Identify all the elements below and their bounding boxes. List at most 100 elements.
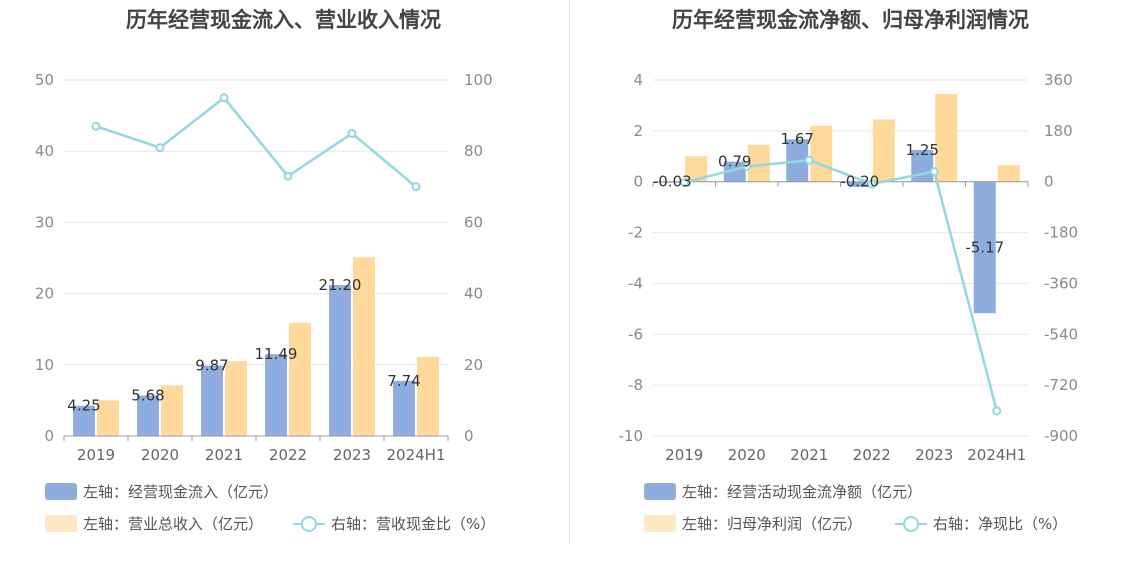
left-line-point xyxy=(283,171,293,181)
left-data-label: 4.25 xyxy=(67,397,100,415)
right-data-label: -5.17 xyxy=(965,238,1004,256)
left-left-tick-label: 50 xyxy=(35,71,54,89)
left-legend-bar1[interactable]: 左轴：经营现金流入（亿元） xyxy=(45,481,278,502)
left-line-point xyxy=(411,182,421,192)
left-bar-secondary xyxy=(289,322,311,436)
right-right-tick-label: -900 xyxy=(1044,427,1078,445)
right-left-tick-label: -10 xyxy=(619,427,644,445)
left-right-tick-label: 60 xyxy=(464,213,483,231)
right-legend-bar1[interactable]: 左轴：经营活动现金流净额（亿元） xyxy=(644,481,922,502)
left-bar-primary xyxy=(73,405,95,436)
right-bar-secondary xyxy=(997,165,1020,182)
right-data-label: 1.25 xyxy=(906,141,939,159)
left-data-label: 5.68 xyxy=(131,387,164,405)
right-right-tick-label: -360 xyxy=(1044,274,1078,292)
right-bar-primary xyxy=(723,161,746,182)
left-x-tick-label: 2020 xyxy=(141,446,179,464)
right-data-label: -0.20 xyxy=(840,173,879,191)
left-bar-primary xyxy=(393,380,415,436)
right-right-tick-label: 180 xyxy=(1044,122,1073,140)
right-line-point xyxy=(992,406,1002,416)
left-bar-primary xyxy=(265,354,287,436)
left-bar-primary xyxy=(137,395,159,436)
left-line-point xyxy=(219,93,229,103)
left-x-tick-label: 2024H1 xyxy=(387,446,446,464)
left-data-label: 21.20 xyxy=(319,276,362,294)
right-x-tick-label: 2019 xyxy=(665,446,703,464)
right-data-label: -0.03 xyxy=(653,173,692,191)
left-bar-primary xyxy=(201,365,223,436)
right-legend-line-label: 右轴：净现比（%） xyxy=(933,515,1068,533)
left-right-tick-label: 100 xyxy=(464,71,493,89)
right-right-tick-label: -540 xyxy=(1044,325,1078,343)
left-right-tick-label: 0 xyxy=(464,427,474,445)
right-line-series xyxy=(683,158,998,412)
left-data-label: 11.49 xyxy=(255,345,298,363)
left-right-tick-label: 40 xyxy=(464,285,483,303)
panel-divider xyxy=(569,0,570,545)
right-left-tick-label: -2 xyxy=(628,224,643,242)
right-legend-bar2-label: 左轴：归母净利润（亿元） xyxy=(682,515,863,533)
right-legend-bar2-swatch xyxy=(644,515,676,532)
right-data-label: 0.79 xyxy=(718,153,751,171)
right-x-tick-label: 2024H1 xyxy=(967,446,1026,464)
left-legend-bar2-swatch xyxy=(45,515,77,532)
left-legend-line-label: 右轴：营收现金比（%） xyxy=(331,515,496,533)
right-chart-plot: -10 -8 -6 -4 -2 0 2 4 -900 -720 -540 -360 -180 0 180 36… xyxy=(619,71,1079,464)
right-line-point xyxy=(929,167,939,177)
left-chart-title: 历年经营现金流入、营业收入情况 xyxy=(126,8,441,32)
left-x-tick-label: 2023 xyxy=(333,446,371,464)
right-legend-line[interactable]: 右轴：净现比（%） xyxy=(895,513,1067,534)
right-x-tick-label: 2023 xyxy=(915,446,953,464)
right-line-point xyxy=(679,178,689,188)
right-bar-secondary xyxy=(935,93,958,182)
left-chart-plot: 0 10 20 30 40 50 0 20 40 60 80 100 2019 2020 2021 2022 2… xyxy=(35,71,493,464)
right-left-tick-label: 4 xyxy=(633,71,643,89)
left-left-tick-label: 40 xyxy=(35,142,54,160)
right-x-tick-label: 2021 xyxy=(790,446,828,464)
left-chart-panel: 历年经营现金流入、营业收入情况 0 10 20 30 40 50 0 20 40 60 80 100 2… xyxy=(35,8,495,534)
left-left-tick-label: 0 xyxy=(44,427,54,445)
right-legend-bar2[interactable]: 左轴：归母净利润（亿元） xyxy=(644,513,862,534)
left-legend-bar2-label: 左轴：营业总收入（亿元） xyxy=(83,515,264,533)
left-bar-secondary xyxy=(97,400,119,436)
left-bar-secondary xyxy=(353,257,375,436)
right-data-label: 1.67 xyxy=(781,130,814,148)
right-left-tick-label: -6 xyxy=(628,325,643,343)
left-data-label: 7.74 xyxy=(387,372,420,390)
right-chart-title: 历年经营现金流净额、归母净利润情况 xyxy=(672,8,1029,32)
right-bar-secondary xyxy=(872,119,895,182)
right-line-point xyxy=(804,155,814,165)
right-bar-primary xyxy=(973,181,996,314)
right-line-point xyxy=(742,161,752,171)
left-line-point xyxy=(91,121,101,131)
right-bar-secondary xyxy=(747,144,770,182)
right-x-tick-label: 2020 xyxy=(728,446,766,464)
right-legend-bar1-label: 左轴：经营活动现金流净额（亿元） xyxy=(682,483,923,501)
right-chart-panel: 历年经营现金流净额、归母净利润情况 -10 -8 -6 -4 -2 0 2 4 -900 -720… xyxy=(567,0,1134,582)
left-line-point xyxy=(155,143,165,153)
left-bar-secondary xyxy=(417,356,439,436)
left-line-point xyxy=(347,128,357,138)
right-left-tick-label: -4 xyxy=(628,274,643,292)
left-bar-secondary xyxy=(225,361,247,436)
left-legend-line-swatch xyxy=(293,515,325,532)
right-left-tick-label: -8 xyxy=(628,376,643,394)
right-legend-bar1-swatch xyxy=(644,483,676,500)
right-bar-primary xyxy=(848,181,871,187)
right-legend-line-swatch xyxy=(895,515,927,532)
left-x-tick-label: 2022 xyxy=(269,446,307,464)
right-x-tick-label: 2022 xyxy=(853,446,891,464)
right-left-tick-label: 2 xyxy=(633,122,643,140)
left-legend-line[interactable]: 右轴：营收现金比（%） xyxy=(293,513,495,534)
left-legend-bar1-label: 左轴：经营现金流入（亿元） xyxy=(83,483,279,501)
left-bar-primary xyxy=(329,285,351,436)
right-line-point xyxy=(867,179,877,189)
right-right-tick-label: -180 xyxy=(1044,224,1078,242)
right-right-tick-label: -720 xyxy=(1044,376,1078,394)
left-left-tick-label: 30 xyxy=(35,213,54,231)
right-left-tick-label: 0 xyxy=(633,173,643,191)
left-right-tick-label: 80 xyxy=(464,142,483,160)
left-legend-bar2[interactable]: 左轴：营业总收入（亿元） xyxy=(45,513,263,534)
left-left-tick-label: 10 xyxy=(35,356,54,374)
